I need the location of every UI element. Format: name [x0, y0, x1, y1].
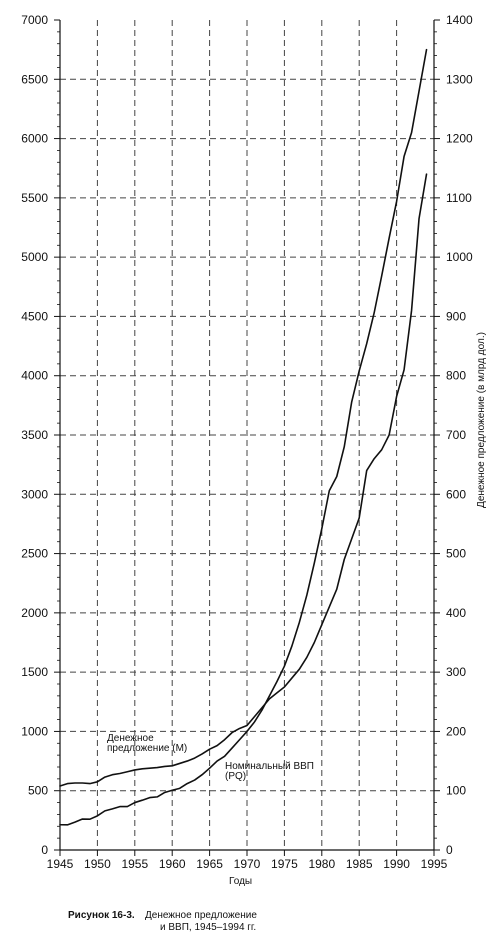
right-axis-tick-label: 500 [446, 547, 466, 561]
left-axis-tick-label: 6500 [21, 72, 48, 86]
left-axis-tick-label: 7000 [21, 13, 48, 27]
caption-label: Рисунок 16-3. [68, 910, 135, 921]
right-axis-tick-label: 1300 [446, 72, 473, 86]
x-axis-tick-label: 1950 [84, 857, 111, 871]
x-axis-tick-label: 1995 [421, 857, 448, 871]
left-axis-tick-label: 500 [28, 784, 48, 798]
left-axis-tick-label: 5500 [21, 191, 48, 205]
right-axis-tick-label: 100 [446, 784, 466, 798]
right-axis-tick-label: 800 [446, 369, 466, 383]
right-axis-tick-label: 200 [446, 724, 466, 738]
left-axis-tick-label: 3500 [21, 428, 48, 442]
x-axis-tick-label: 1970 [234, 857, 261, 871]
right-axis-tick-label: 700 [446, 428, 466, 442]
right-axis-tick-label: 300 [446, 665, 466, 679]
x-axis-tick-label: 1945 [47, 857, 74, 871]
left-axis-tick-label: 3000 [21, 487, 48, 501]
x-axis-title: Годы [229, 876, 252, 887]
right-axis-tick-label: 1200 [446, 132, 473, 146]
x-axis-tick-label: 1955 [121, 857, 148, 871]
money-supply-line [59, 173, 428, 787]
money-supply-annotation-line-1: Денежное [107, 733, 154, 744]
right-axis-title: Денежное предложение (в млрд дол.) [476, 332, 487, 508]
chart-axes [54, 19, 440, 856]
left-axis-tick-label: 0 [41, 843, 48, 857]
left-axis-tick-label: 2000 [21, 606, 48, 620]
left-axis-tick-label: 1500 [21, 665, 48, 679]
right-axis-tick-label: 900 [446, 309, 466, 323]
x-axis-tick-label: 1990 [383, 857, 410, 871]
x-axis-tick-label: 1985 [346, 857, 373, 871]
caption-line-1: Денежное предложение [145, 910, 257, 921]
left-axis-tick-label: 2500 [21, 547, 48, 561]
money-supply-annotation-line-2: предложение (M) [107, 743, 187, 754]
chart-series [59, 48, 428, 826]
x-axis-tick-label: 1965 [196, 857, 223, 871]
x-axis-tick-label: 1980 [308, 857, 335, 871]
right-axis-tick-label: 0 [446, 843, 453, 857]
right-axis-tick-label: 1400 [446, 13, 473, 27]
left-axis-tick-label: 6000 [21, 132, 48, 146]
x-axis-tick-label: 1975 [271, 857, 298, 871]
left-axis-tick-label: 1000 [21, 724, 48, 738]
chart-grid [60, 20, 434, 850]
right-axis-tick-label: 600 [446, 487, 466, 501]
x-axis-tick-label: 1960 [159, 857, 186, 871]
right-axis-tick-label: 1100 [446, 191, 472, 205]
caption-line-2: и ВВП, 1945–1994 гг. [160, 922, 256, 933]
right-axis-tick-label: 1000 [446, 250, 473, 264]
right-axis-tick-label: 400 [446, 606, 466, 620]
chart-labels: 1945 1950 1955 1960 1965 1970 1975 1980 1985 1990… [21, 13, 473, 871]
nominal-gdp-line [59, 48, 428, 826]
left-axis-tick-label: 5000 [21, 250, 48, 264]
gdp-annotation-line-2: (PQ) [225, 771, 246, 782]
gdp-annotation-line-1: Номинальный ВВП [225, 761, 314, 772]
left-axis-tick-label: 4000 [21, 369, 48, 383]
left-axis-tick-label: 4500 [21, 309, 48, 323]
